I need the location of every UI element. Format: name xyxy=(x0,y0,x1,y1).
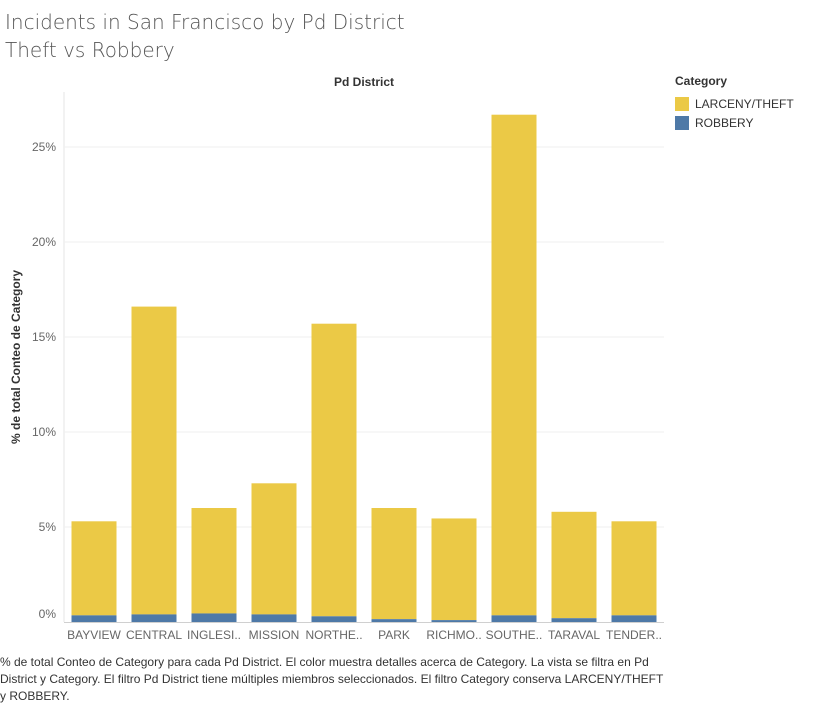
x-tick-label: INGLESI.. xyxy=(187,628,241,642)
bar-larceny-theft[interactable] xyxy=(431,518,477,621)
y-axis-title: % de total Conteo de Category xyxy=(9,270,23,444)
x-tick-label: TARAVAL xyxy=(548,628,600,642)
bar-robbery[interactable] xyxy=(191,613,237,622)
bar-larceny-theft[interactable] xyxy=(131,306,177,615)
bar-robbery[interactable] xyxy=(491,615,537,622)
bar-larceny-theft[interactable] xyxy=(311,323,357,617)
legend: Category LARCENY/THEFT ROBBERY xyxy=(675,74,794,132)
y-tick-label: 0% xyxy=(39,607,57,621)
y-tick-label: 15% xyxy=(32,330,56,344)
bar-robbery[interactable] xyxy=(611,615,657,622)
x-axis-title: Pd District xyxy=(334,75,394,89)
y-tick-label: 20% xyxy=(32,235,56,249)
x-tick-label: CENTRAL xyxy=(126,628,182,642)
bar-robbery[interactable] xyxy=(551,618,597,622)
x-tick-label: NORTHE.. xyxy=(305,628,362,642)
chart-caption: % de total Conteo de Category para cada … xyxy=(0,655,664,703)
bar-larceny-theft[interactable] xyxy=(251,483,297,615)
bar-larceny-theft[interactable] xyxy=(611,521,657,616)
x-tick-label: MISSION xyxy=(249,628,300,642)
legend-swatch-larceny xyxy=(675,96,689,111)
x-tick-label: TENDER.. xyxy=(606,628,662,642)
bar-larceny-theft[interactable] xyxy=(371,508,417,620)
legend-label-larceny: LARCENY/THEFT xyxy=(695,96,794,111)
x-tick-label: PARK xyxy=(378,628,410,642)
bar-larceny-theft[interactable] xyxy=(491,114,537,616)
bar-larceny-theft[interactable] xyxy=(191,508,237,614)
bar-larceny-theft[interactable] xyxy=(551,511,597,619)
bar-robbery[interactable] xyxy=(71,615,117,622)
y-tick-label: 10% xyxy=(32,425,56,439)
x-tick-label: RICHMO.. xyxy=(426,628,481,642)
y-axis: 0% 5% 10% 15% 20% 25% xyxy=(32,140,56,621)
y-tick-label: 25% xyxy=(32,140,56,154)
y-tick-label: 5% xyxy=(39,520,57,534)
bar-robbery[interactable] xyxy=(431,620,477,622)
x-tick-label: BAYVIEW xyxy=(67,628,121,642)
grid-lines xyxy=(63,92,664,623)
bar-robbery[interactable] xyxy=(251,614,297,622)
bar-robbery[interactable] xyxy=(371,619,417,622)
legend-item-larceny[interactable]: LARCENY/THEFT xyxy=(675,94,794,113)
legend-title: Category xyxy=(675,74,728,88)
legend-item-robbery[interactable]: ROBBERY xyxy=(675,113,794,132)
chart-title: Incidents in San Francisco by Pd Distric… xyxy=(5,8,405,64)
chart-title-line1: Incidents in San Francisco by Pd Distric… xyxy=(5,10,405,34)
x-axis: BAYVIEW CENTRAL INGLESI.. MISSION NORTHE.. PA… xyxy=(67,628,662,642)
x-tick-label: SOUTHE.. xyxy=(486,628,543,642)
bar-larceny-theft[interactable] xyxy=(71,521,117,616)
chart-title-line2: Theft vs Robbery xyxy=(5,38,175,62)
legend-label-robbery: ROBBERY xyxy=(695,115,754,130)
bars xyxy=(71,114,657,622)
bar-robbery[interactable] xyxy=(131,614,177,622)
bar-robbery[interactable] xyxy=(311,616,357,622)
legend-swatch-robbery xyxy=(675,115,689,130)
